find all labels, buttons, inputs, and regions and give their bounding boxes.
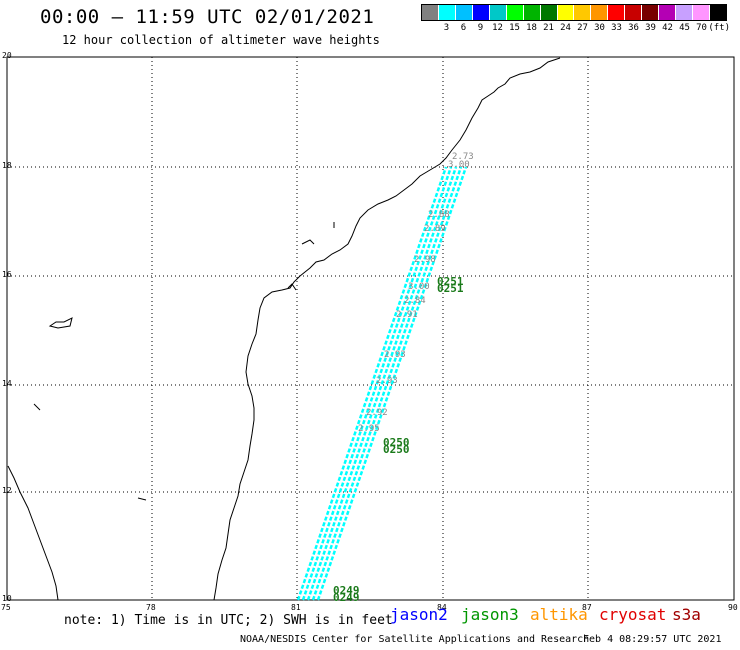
- legend-label: 70: [696, 23, 707, 33]
- altimeter-track-line: [316, 166, 468, 601]
- legend-label: 21: [543, 23, 554, 33]
- pass-label-0249a: 0249: [333, 584, 360, 597]
- pass-label-0249b: 0249: [333, 591, 360, 604]
- swh-label: 2.89: [424, 224, 446, 234]
- x-tick-label: 81: [291, 603, 301, 612]
- swh-label: 3.00: [408, 282, 430, 292]
- altimeter-track-line: [301, 166, 453, 601]
- small-island-5: [33, 403, 41, 411]
- swh-label: 2.95: [358, 424, 380, 434]
- small-island-6: [137, 497, 147, 501]
- legend-swatch: [438, 5, 456, 20]
- legend-swatch: [523, 5, 541, 20]
- pass-label-0251b: 0251: [437, 282, 464, 295]
- x-tick-label: 87: [582, 603, 592, 612]
- legend-label: 24: [560, 23, 571, 33]
- legend-swatch: [472, 5, 490, 20]
- altimeter-track-line: [306, 166, 458, 601]
- legend-swatches: [421, 4, 727, 21]
- legend-label: 39: [645, 23, 656, 33]
- legend-label: 18: [526, 23, 537, 33]
- pass-label-0250a: 0250: [383, 436, 410, 449]
- legend-unit: (ft): [708, 23, 730, 33]
- y-tick-label: 20: [2, 51, 12, 60]
- legend-label: 45: [679, 23, 690, 33]
- altimeter-track: [296, 166, 468, 601]
- swh-label: 2.98: [414, 255, 436, 265]
- mission-s3a: s3a: [672, 605, 701, 624]
- legend-label: 30: [594, 23, 605, 33]
- map-subtitle: 12 hour collection of altimeter wave hei…: [62, 33, 380, 47]
- swh-label: 3.00: [448, 160, 470, 170]
- mission-altika: altika: [530, 605, 588, 624]
- sri-lanka-coast: [7, 465, 59, 601]
- legend-swatch: [625, 5, 643, 20]
- mission-jason3: jason3: [461, 605, 519, 624]
- altimeter-track-line: [296, 166, 448, 601]
- swh-label: 2.88: [428, 210, 450, 220]
- x-tick-label: 78: [146, 603, 156, 612]
- legend-swatch: [540, 5, 558, 20]
- pass-label-0250b: 0250: [383, 443, 410, 456]
- legend-swatch: [642, 5, 660, 20]
- swh-label: 2.93: [376, 376, 398, 386]
- swh-label: 2.93: [384, 350, 406, 360]
- legend-swatch: [506, 5, 524, 20]
- map-frame: [6, 56, 735, 601]
- small-island-2: [301, 239, 315, 245]
- mission-jason2: jason2: [390, 605, 448, 624]
- pass-label-0251a: 0251: [437, 275, 464, 288]
- legend-labels: (ft) 3 6 9 12 15 18 21 24 27 30 33 36 39 42 45 70: [421, 21, 730, 35]
- credit-text: NOAA/NESDIS Center for Satellite Applica…: [240, 634, 590, 645]
- legend-swatch: [489, 5, 507, 20]
- x-tick-label: 75: [1, 603, 11, 612]
- y-tick-label: 14: [2, 379, 12, 388]
- y-tick-label: 12: [2, 486, 12, 495]
- legend-label: 27: [577, 23, 588, 33]
- legend-swatch: [693, 5, 710, 20]
- legend-label: 33: [611, 23, 622, 33]
- legend-label: 6: [460, 23, 467, 33]
- y-tick-label: 18: [2, 161, 12, 170]
- legend-label: 3: [443, 23, 450, 33]
- color-legend: (ft) 3 6 9 12 15 18 21 24 27 30 33 36 39 42 45 70: [421, 4, 730, 36]
- legend-swatch: [557, 5, 575, 20]
- legend-swatch: [608, 5, 626, 20]
- grid-lines: [7, 57, 734, 600]
- legend-swatch: [455, 5, 473, 20]
- small-island-4: [48, 317, 73, 329]
- small-island-3: [287, 283, 297, 291]
- legend-label: 36: [628, 23, 639, 33]
- swh-label: 2.92: [366, 408, 388, 418]
- legend-label: 9: [477, 23, 484, 33]
- legend-label: 12: [492, 23, 503, 33]
- y-tick-label: 10: [2, 594, 12, 603]
- mission-cryosat: cryosat: [599, 605, 667, 624]
- generated-timestamp: Feb 4 08:29:57 UTC 2021: [583, 634, 722, 645]
- coastline: [7, 57, 561, 601]
- legend-swatch: [422, 5, 439, 20]
- x-tick-label: 90: [728, 603, 738, 612]
- swh-label: 2.84: [404, 296, 426, 306]
- y-tick-label: 16: [2, 270, 12, 279]
- legend-swatch: [659, 5, 677, 20]
- map-title: 00:00 – 11:59 UTC 02/01/2021: [40, 6, 375, 28]
- swh-label: 2.91: [396, 310, 418, 320]
- legend-swatch: [591, 5, 609, 20]
- x-tick-label: 84: [437, 603, 447, 612]
- legend-label: 15: [509, 23, 520, 33]
- legend-swatch: [574, 5, 592, 20]
- legend-swatch: [676, 5, 693, 20]
- swh-label: 2.73: [452, 152, 474, 162]
- east-coast-india: [213, 57, 561, 601]
- footer-note: note: 1) Time is in UTC; 2) SWH is in fe…: [64, 613, 393, 628]
- altimeter-track-line: [311, 166, 463, 601]
- legend-label: 42: [662, 23, 673, 33]
- legend-swatch: [709, 5, 726, 20]
